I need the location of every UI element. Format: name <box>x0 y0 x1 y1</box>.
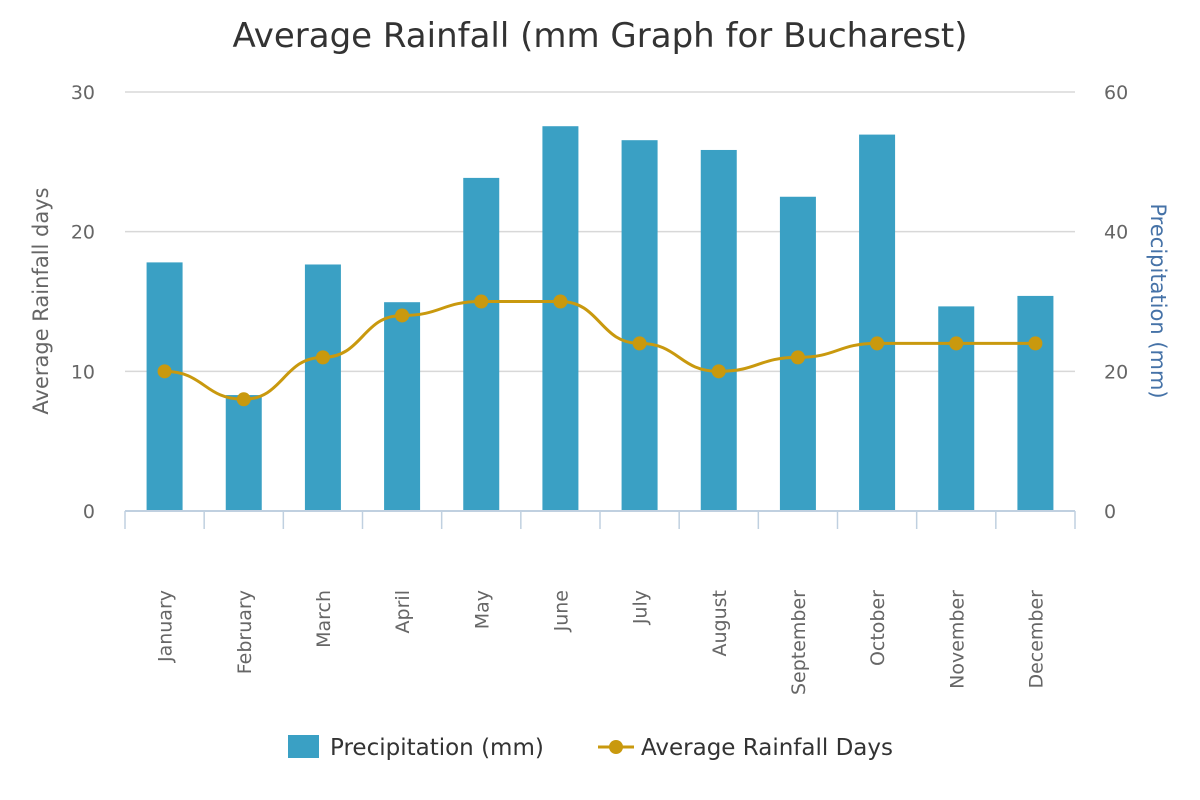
rainfall-days-point[interactable] <box>1028 336 1043 351</box>
y-right-tick-label: 0 <box>1104 501 1116 523</box>
x-tick-label: November <box>946 590 968 689</box>
precipitation-bar[interactable] <box>463 177 500 511</box>
legend-label-precipitation: Precipitation (mm) <box>330 735 544 761</box>
legend-marker-rainfall-days <box>609 740 623 754</box>
rainfall-days-line <box>157 294 1043 407</box>
x-tick-label: April <box>392 590 414 633</box>
rainfall-days-point[interactable] <box>315 350 330 365</box>
x-tick-label: October <box>867 590 889 666</box>
rainfall-days-point[interactable] <box>870 336 885 351</box>
y-left-tick-label: 0 <box>83 501 95 523</box>
rainfall-days-point[interactable] <box>395 308 410 323</box>
precipitation-bar[interactable] <box>621 140 658 511</box>
precipitation-bar[interactable] <box>542 126 579 512</box>
precipitation-bar[interactable] <box>146 262 183 511</box>
y-right-tick-label: 20 <box>1104 361 1128 383</box>
precipitation-bar[interactable] <box>859 134 896 511</box>
y-axis-right-title: Precipitation (mm) <box>1146 203 1170 398</box>
y-left-tick-label: 20 <box>71 222 95 244</box>
y-left-tick-label: 30 <box>71 82 95 104</box>
gridlines <box>125 91 1075 373</box>
x-tick-label: August <box>709 590 731 657</box>
rainfall-days-point[interactable] <box>474 294 489 309</box>
rainfall-days-point[interactable] <box>949 336 964 351</box>
x-tick-label: January <box>155 590 177 663</box>
y-axis-left-title: Average Rainfall days <box>29 187 53 414</box>
x-axis: January February March April May June July Augu… <box>124 510 1076 695</box>
precipitation-bar[interactable] <box>384 302 421 511</box>
precipitation-bars <box>146 126 1054 512</box>
precipitation-bar[interactable] <box>304 264 341 511</box>
legend: Precipitation (mm) Average Rainfall Days <box>288 735 893 761</box>
x-tick-label: July <box>630 590 652 625</box>
x-tick-label: March <box>313 590 335 648</box>
rainfall-days-point[interactable] <box>236 392 251 407</box>
rainfall-days-point[interactable] <box>553 294 568 309</box>
rainfall-days-point[interactable] <box>711 364 726 379</box>
y-left-tick-label: 10 <box>71 361 95 383</box>
chart-title: Average Rainfall (mm Graph for Bucharest… <box>232 16 967 56</box>
x-tick-label: June <box>550 590 572 632</box>
y-right-tick-label: 40 <box>1104 222 1128 244</box>
precipitation-bar[interactable] <box>225 395 262 511</box>
legend-swatch-precipitation <box>288 735 319 758</box>
legend-item-rainfall-days[interactable]: Average Rainfall Days <box>598 735 893 761</box>
rainfall-days-point[interactable] <box>157 364 172 379</box>
rainfall-days-path <box>164 299 1036 401</box>
x-tick-label: December <box>1025 590 1047 689</box>
rainfall-days-point[interactable] <box>632 336 647 351</box>
rainfall-days-point[interactable] <box>790 350 805 365</box>
legend-label-rainfall-days: Average Rainfall Days <box>641 735 893 761</box>
axis-ticks: 0 10 20 30 0 20 40 60 <box>71 82 1128 523</box>
x-tick-label: February <box>234 590 256 674</box>
precipitation-bar[interactable] <box>700 149 737 511</box>
x-tick-label: September <box>788 590 810 695</box>
legend-item-precipitation[interactable]: Precipitation (mm) <box>288 735 544 761</box>
x-tick-label: May <box>471 590 493 629</box>
y-right-tick-label: 60 <box>1104 82 1128 104</box>
precipitation-bar[interactable] <box>1017 295 1054 511</box>
